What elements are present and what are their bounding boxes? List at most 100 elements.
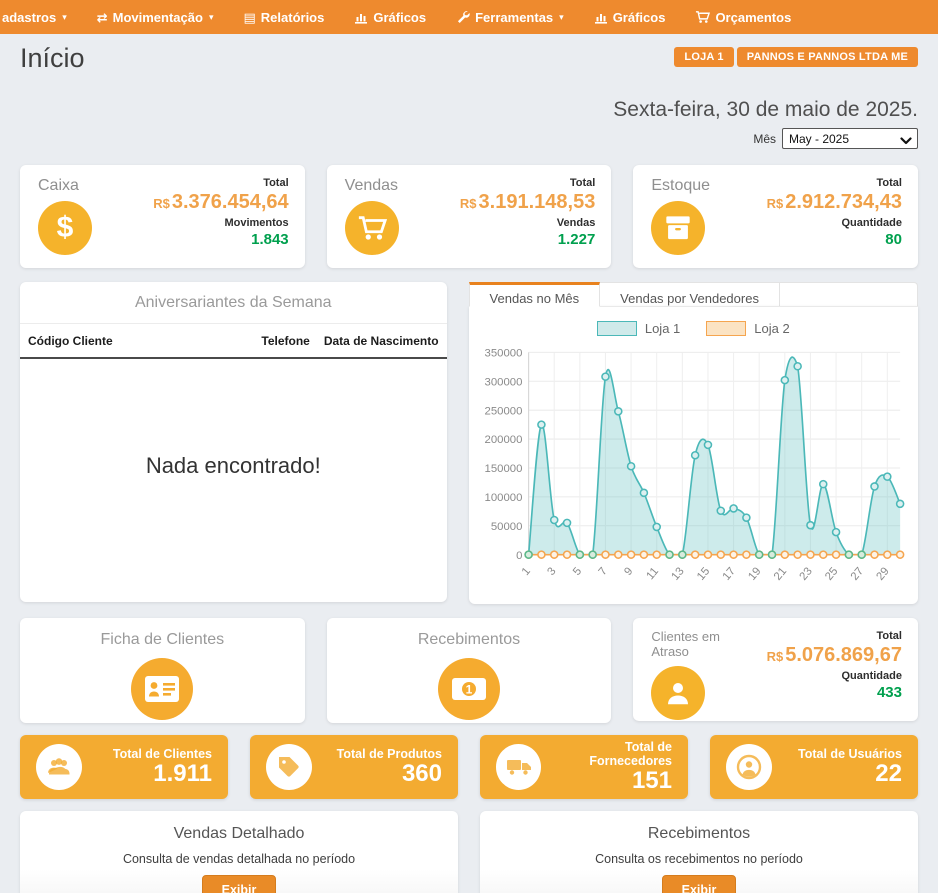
id-card-icon — [131, 658, 193, 720]
nav-item-label: adastros — [2, 10, 56, 25]
count-label: Movimentos — [153, 217, 288, 229]
nav-item-graficos-2[interactable]: Gráficos — [594, 10, 666, 25]
chart-legend: Loja 1 Loja 2 — [477, 321, 910, 336]
column-header: Telefone — [261, 334, 309, 348]
nav-item-label: Gráficos — [613, 10, 666, 25]
column-header: Código Cliente — [28, 334, 261, 348]
svg-text:50000: 50000 — [490, 521, 522, 533]
birthdays-panel: Aniversariantes da Semana Código Cliente… — [20, 282, 447, 602]
tabbar-filler — [780, 282, 918, 306]
legend-item-loja2[interactable]: Loja 2 — [706, 321, 789, 336]
card-title: Vendas Detalhado — [20, 825, 458, 843]
stat-label: Total de Clientes — [113, 747, 212, 761]
total-de-fornecedores-card[interactable]: Total de Fornecedores 151 — [480, 735, 688, 799]
svg-text:1: 1 — [519, 565, 532, 578]
total-label: Total — [767, 630, 902, 642]
card-title: Vendas — [345, 177, 399, 195]
stat-value: 360 — [337, 761, 442, 787]
exibir-button[interactable]: Exibir — [662, 875, 737, 893]
users-group-icon — [36, 744, 82, 790]
count-value: 1.843 — [153, 231, 288, 248]
nav-item-graficos[interactable]: Gráficos — [354, 10, 426, 25]
column-header: Data de Nascimento — [324, 334, 439, 348]
nav-item-movimentacao[interactable]: ⇄ Movimentação ▾ — [97, 10, 214, 25]
summary-card-estoque: Estoque Total R$2.912.734,43 Quantidade … — [633, 165, 918, 268]
svg-text:27: 27 — [848, 565, 865, 582]
nav-item-label: Relatórios — [261, 10, 325, 25]
svg-text:23: 23 — [797, 565, 814, 582]
recebimentos-card[interactable]: Recebimentos 1 — [327, 618, 612, 723]
person-icon — [651, 666, 705, 720]
month-select[interactable]: May - 2025 — [782, 128, 918, 149]
vendas-detalhado-card: Vendas Detalhado Consulta de vendas deta… — [20, 811, 458, 893]
nav-item-label: Gráficos — [373, 10, 426, 25]
store-badge[interactable]: LOJA 1 — [674, 47, 733, 67]
stat-value: 22 — [798, 761, 902, 787]
total-de-produtos-card[interactable]: Total de Produtos 360 — [250, 735, 458, 799]
svg-text:9: 9 — [622, 565, 635, 578]
ficha-de-clientes-card[interactable]: Ficha de Clientes — [20, 618, 305, 723]
svg-text:13: 13 — [669, 565, 686, 582]
exibir-button[interactable]: Exibir — [202, 875, 277, 893]
svg-text:19: 19 — [746, 565, 763, 582]
bar-chart-icon — [354, 10, 368, 24]
card-title: Ficha de Clientes — [20, 631, 305, 649]
legend-label: Loja 1 — [645, 321, 680, 336]
svg-text:5: 5 — [571, 565, 584, 578]
nav-item-cadastros[interactable]: adastros ▾ — [2, 10, 67, 25]
legend-swatch — [706, 321, 746, 336]
card-title: Caixa — [38, 177, 92, 195]
legend-item-loja1[interactable]: Loja 1 — [597, 321, 680, 336]
tag-icon — [266, 744, 312, 790]
svg-text:25: 25 — [823, 565, 840, 582]
svg-text:7: 7 — [596, 565, 609, 578]
svg-text:200000: 200000 — [484, 434, 522, 446]
dollar-icon: $ — [38, 201, 92, 255]
tab-vendas-no-mes[interactable]: Vendas no Mês — [469, 282, 601, 307]
stat-value: 151 — [541, 768, 672, 794]
card-title: Recebimentos — [480, 825, 918, 843]
svg-text:300000: 300000 — [484, 376, 522, 388]
nav-item-ferramentas[interactable]: Ferramentas ▾ — [456, 10, 564, 25]
svg-text:17: 17 — [720, 565, 737, 582]
total-value: R$2.912.734,43 — [767, 190, 902, 214]
legend-swatch — [597, 321, 637, 336]
nav-item-relatorios[interactable]: ▤ Relatórios — [243, 10, 324, 25]
svg-text:250000: 250000 — [484, 405, 522, 417]
caret-down-icon: ▾ — [209, 12, 214, 23]
sales-area-chart: 0500001000001500002000002500003000003500… — [477, 340, 910, 600]
user-circle-icon — [726, 744, 772, 790]
caret-down-icon: ▾ — [62, 12, 67, 23]
wrench-icon — [456, 10, 470, 24]
cart-icon — [695, 10, 710, 24]
summary-card-caixa: Caixa $ Total R$3.376.454,64 Movimentos … — [20, 165, 305, 268]
truck-icon — [496, 744, 541, 790]
card-description: Consulta os recebimentos no período — [480, 852, 918, 866]
nav-item-label: Ferramentas — [475, 10, 553, 25]
total-de-usuarios-card[interactable]: Total de Usuários 22 — [710, 735, 918, 799]
box-icon — [651, 201, 705, 255]
svg-text:150000: 150000 — [484, 463, 522, 475]
table-header: Código Cliente Telefone Data de Nascimen… — [20, 324, 447, 359]
stat-label: Total de Usuários — [798, 747, 902, 761]
month-select-label: Mês — [753, 132, 776, 146]
count-label: Quantidade — [767, 670, 902, 682]
swap-icon: ⇄ — [97, 11, 108, 24]
recebimentos-report-card: Recebimentos Consulta os recebimentos no… — [480, 811, 918, 893]
cart-icon — [345, 201, 399, 255]
tab-vendas-por-vendedores[interactable]: Vendas por Vendedores — [600, 282, 780, 306]
count-value: 433 — [767, 684, 902, 701]
card-description: Consulta de vendas detalhada no período — [20, 852, 458, 866]
svg-text:1: 1 — [466, 683, 473, 697]
total-value: R$3.376.454,64 — [153, 190, 288, 214]
card-title: Clientes em Atraso — [651, 630, 737, 660]
total-de-clientes-card[interactable]: Total de Clientes 1.911 — [20, 735, 228, 799]
count-value: 80 — [767, 231, 902, 248]
svg-text:29: 29 — [874, 565, 891, 582]
chart-tabs: Vendas no Mês Vendas por Vendedores — [469, 282, 918, 306]
card-title: Recebimentos — [327, 631, 612, 649]
nav-item-orcamentos[interactable]: Orçamentos — [695, 10, 791, 25]
total-label: Total — [153, 177, 288, 189]
company-badge[interactable]: PANNOS E PANNOS LTDA ME — [737, 47, 918, 67]
svg-text:100000: 100000 — [484, 492, 522, 504]
